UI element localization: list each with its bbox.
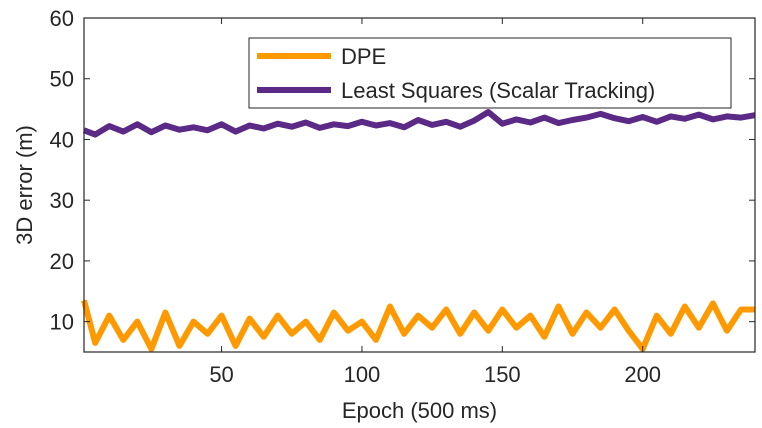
y-tick-label: 10 [50,310,74,335]
legend-label-dpe: DPE [341,44,386,69]
y-tick-label: 60 [50,6,74,31]
plot-frame [83,17,756,353]
series-line-least-squares [82,109,756,138]
y-tick-label: 40 [50,127,74,152]
legend-label-least-squares: Least Squares (Scalar Tracking) [341,78,655,103]
legend-box [248,37,732,109]
y-tick-label: 20 [50,249,74,274]
x-tick-label: 200 [624,362,661,387]
x-axis-label: Epoch (500 ms) [342,398,497,423]
legend: DPE Least Squares (Scalar Tracking) [248,37,732,109]
y-tick-label: 50 [50,67,74,92]
x-tick-label: 150 [484,362,521,387]
y-tick-label: 30 [50,188,74,213]
x-tick-label: 100 [344,362,381,387]
x-tick-label: 50 [209,362,233,387]
ticks-layer: 10 20 30 40 50 60 50 100 150 200 [50,6,755,387]
y-axis-label: 3D error (m) [12,125,37,245]
